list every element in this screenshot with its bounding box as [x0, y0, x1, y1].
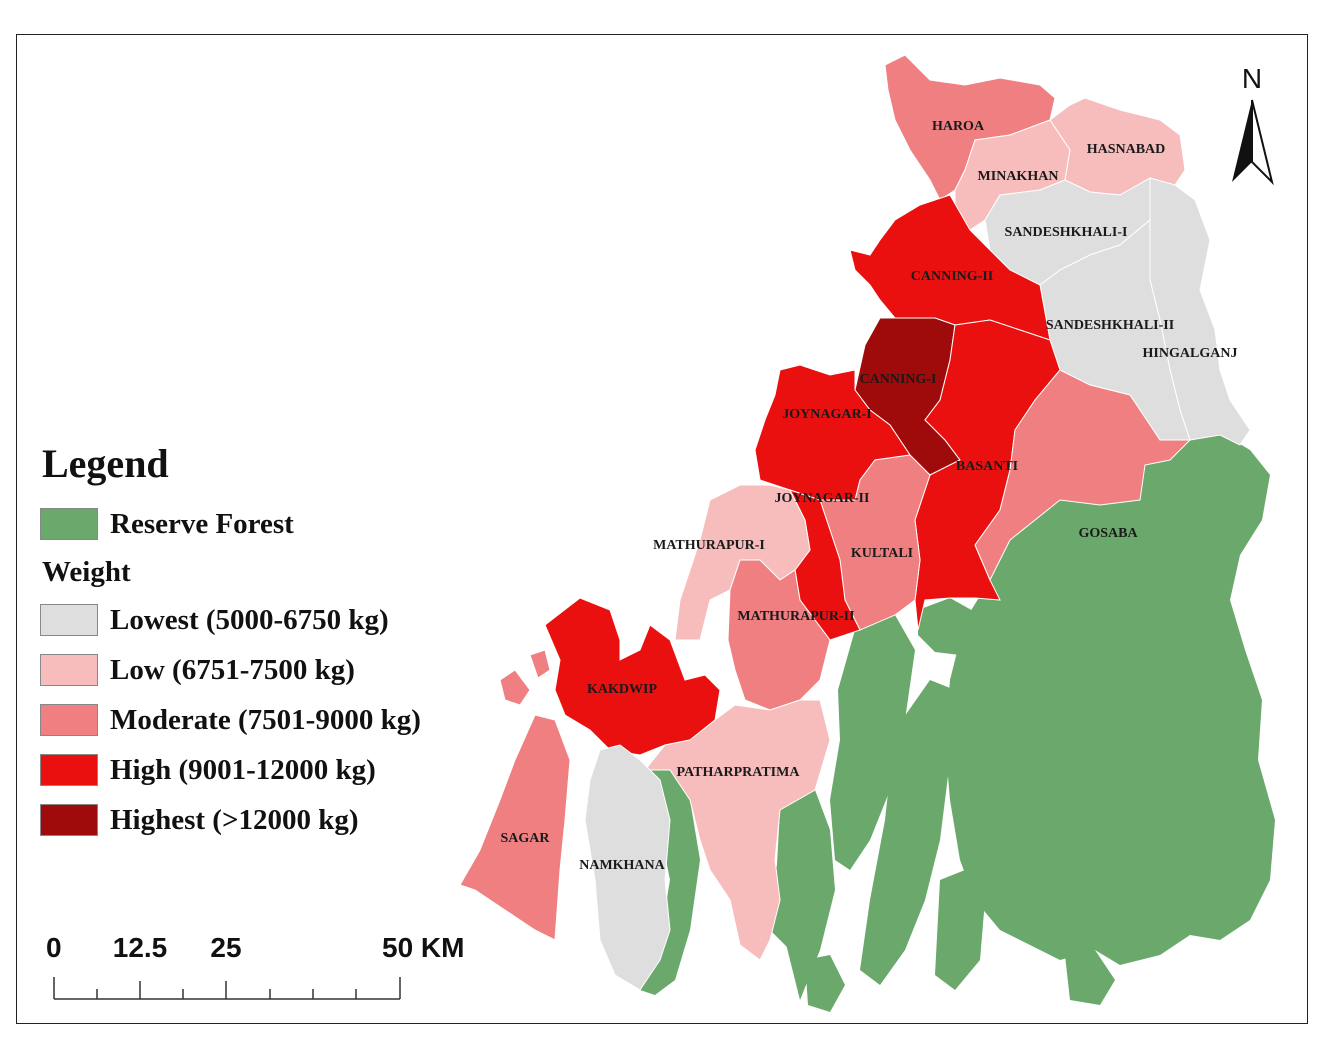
- swatch-highest: [40, 804, 98, 836]
- forest-island-8: [1065, 950, 1115, 1005]
- swatch-moderate: [40, 704, 98, 736]
- legend-item-highest: Highest (>12000 kg): [40, 795, 470, 845]
- label-kakdwip: KAKDWIP: [587, 682, 657, 697]
- label-basanti: BASANTI: [956, 459, 1018, 474]
- region-gosaba: [974, 369, 1192, 582]
- forest-island-6: [640, 760, 700, 995]
- north-arrow-left-icon: [1232, 100, 1252, 182]
- legend-label: Highest (>12000 kg): [110, 803, 359, 836]
- north-label: N: [1242, 63, 1262, 94]
- swatch-low: [40, 654, 98, 686]
- label-canning-1: CANNING-I: [860, 372, 937, 387]
- scale-tick-0: 0: [46, 932, 62, 963]
- label-namkhana: NAMKHANA: [579, 858, 665, 873]
- region-sagar-islet: [499, 669, 531, 706]
- scale-tick-50: 50 KM: [382, 932, 464, 963]
- legend: Legend Reserve Forest Weight Lowest (500…: [40, 440, 470, 845]
- forest-island-3: [860, 680, 955, 985]
- north-arrow-right-icon: [1251, 99, 1274, 186]
- reserve-forest: [640, 432, 1275, 1012]
- swatch-high: [40, 754, 98, 786]
- label-haroa: HAROA: [932, 119, 985, 134]
- scale-tick-12-5: 12.5: [113, 932, 168, 963]
- label-kultali: KULTALI: [851, 546, 913, 561]
- map-frame: [16, 34, 1308, 1024]
- north-arrow: N: [1232, 63, 1274, 186]
- label-mathurapur-1: MATHURAPUR-I: [653, 538, 765, 553]
- swatch-reserve-forest: [40, 508, 98, 540]
- legend-weight-heading: Weight: [42, 556, 131, 588]
- legend-item-reserve-forest: Reserve Forest: [40, 499, 470, 549]
- label-sandeshkhali-1: SANDESHKHALI-I: [1005, 225, 1128, 240]
- region-labels: HAROA MINAKHAN HASNABAD SANDESHKHALI-I C…: [500, 119, 1237, 873]
- forest-island-1: [918, 598, 980, 655]
- legend-item-high: High (9001-12000 kg): [40, 745, 470, 795]
- label-gosaba: GOSABA: [1078, 526, 1138, 541]
- legend-label: Moderate (7501-9000 kg): [110, 703, 421, 736]
- region-kakdwip: [544, 597, 721, 756]
- region-patharpratima: [643, 699, 831, 961]
- forest-island-7: [935, 870, 985, 990]
- label-sandeshkhali-2: SANDESHKHALI-II: [1046, 318, 1174, 333]
- label-joynagar-2: JOYNAGAR-II: [775, 491, 870, 506]
- forest-island-9: [805, 955, 845, 1012]
- label-minakhan: MINAKHAN: [978, 169, 1059, 184]
- label-hingalganj: HINGALGANJ: [1143, 346, 1238, 361]
- forest-main: [945, 432, 1275, 965]
- label-canning-2: CANNING-II: [911, 269, 993, 284]
- forest-island-2: [830, 615, 915, 870]
- label-hasnabad: HASNABAD: [1087, 142, 1166, 157]
- blocks: [459, 54, 1251, 991]
- legend-item-moderate: Moderate (7501-9000 kg): [40, 695, 470, 745]
- region-namkhana: [584, 744, 671, 991]
- legend-title: Legend: [42, 441, 169, 486]
- swatch-lowest: [40, 604, 98, 636]
- label-mathurapur-2: MATHURAPUR-II: [737, 609, 854, 624]
- legend-label: Low (6751-7500 kg): [110, 653, 355, 686]
- scale-bar: 0 12.5 25 50 KM: [46, 932, 464, 1000]
- region-sagar: [459, 714, 571, 941]
- legend-label: Reserve Forest: [110, 507, 294, 540]
- label-sagar: SAGAR: [500, 831, 550, 846]
- legend-label: Lowest (5000-6750 kg): [110, 603, 389, 636]
- legend-label: High (9001-12000 kg): [110, 753, 376, 786]
- region-mathurapur-2: [727, 559, 831, 711]
- legend-item-low: Low (6751-7500 kg): [40, 645, 470, 695]
- legend-item-lowest: Lowest (5000-6750 kg): [40, 595, 470, 645]
- scale-ruler: [53, 977, 401, 1000]
- region-sagar-islet-2: [529, 649, 551, 679]
- label-patharpratima: PATHARPRATIMA: [677, 765, 801, 780]
- scale-tick-25: 25: [210, 932, 241, 963]
- label-joynagar-1: JOYNAGAR-I: [782, 407, 871, 422]
